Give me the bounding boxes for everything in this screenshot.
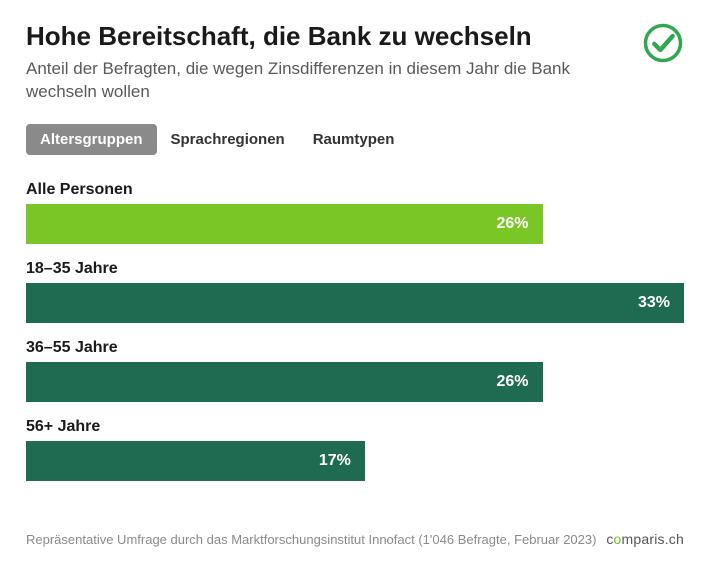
bar-chart: Alle Personen 26% 18–35 Jahre 33% 36–55 …: [26, 181, 684, 481]
header: Hohe Bereitschaft, die Bank zu wechseln …: [26, 22, 684, 104]
bar-group-56plus: 56+ Jahre 17%: [26, 418, 684, 481]
tab-raumtypen[interactable]: Raumtypen: [299, 124, 409, 155]
bar-group-18-35: 18–35 Jahre 33%: [26, 260, 684, 323]
brand-accent: o: [614, 531, 622, 547]
bar-label: Alle Personen: [26, 181, 684, 199]
bar-value: 33%: [638, 294, 670, 312]
tab-altersgruppen[interactable]: Altersgruppen: [26, 124, 157, 155]
bar-value: 26%: [496, 373, 528, 391]
bar-value: 17%: [319, 452, 351, 470]
page-subtitle: Anteil der Befragten, die wegen Zinsdiff…: [26, 58, 606, 104]
bar-track: 26%: [26, 362, 684, 402]
bar-group-all: Alle Personen 26%: [26, 181, 684, 244]
checkmark-circle-icon: [642, 22, 684, 64]
bar-label: 18–35 Jahre: [26, 260, 684, 278]
tabs: Altersgruppen Sprachregionen Raumtypen: [26, 124, 684, 155]
bar-fill: 26%: [26, 204, 543, 244]
header-text: Hohe Bereitschaft, die Bank zu wechseln …: [26, 22, 606, 104]
page-title: Hohe Bereitschaft, die Bank zu wechseln: [26, 22, 606, 52]
source-text: Repräsentative Umfrage durch das Marktfo…: [26, 532, 596, 547]
bar-track: 33%: [26, 283, 684, 323]
bar-fill: 26%: [26, 362, 543, 402]
tab-sprachregionen[interactable]: Sprachregionen: [157, 124, 299, 155]
bar-value: 26%: [496, 215, 528, 233]
bar-track: 26%: [26, 204, 684, 244]
bar-label: 36–55 Jahre: [26, 339, 684, 357]
bar-track: 17%: [26, 441, 684, 481]
bar-fill: 33%: [26, 283, 684, 323]
bar-group-36-55: 36–55 Jahre 26%: [26, 339, 684, 402]
brand-pre: c: [606, 531, 613, 547]
brand-logo: comparis.ch: [606, 531, 684, 547]
bar-fill: 17%: [26, 441, 365, 481]
footer: Repräsentative Umfrage durch das Marktfo…: [26, 531, 684, 547]
bar-label: 56+ Jahre: [26, 418, 684, 436]
brand-post: mparis.ch: [622, 531, 684, 547]
